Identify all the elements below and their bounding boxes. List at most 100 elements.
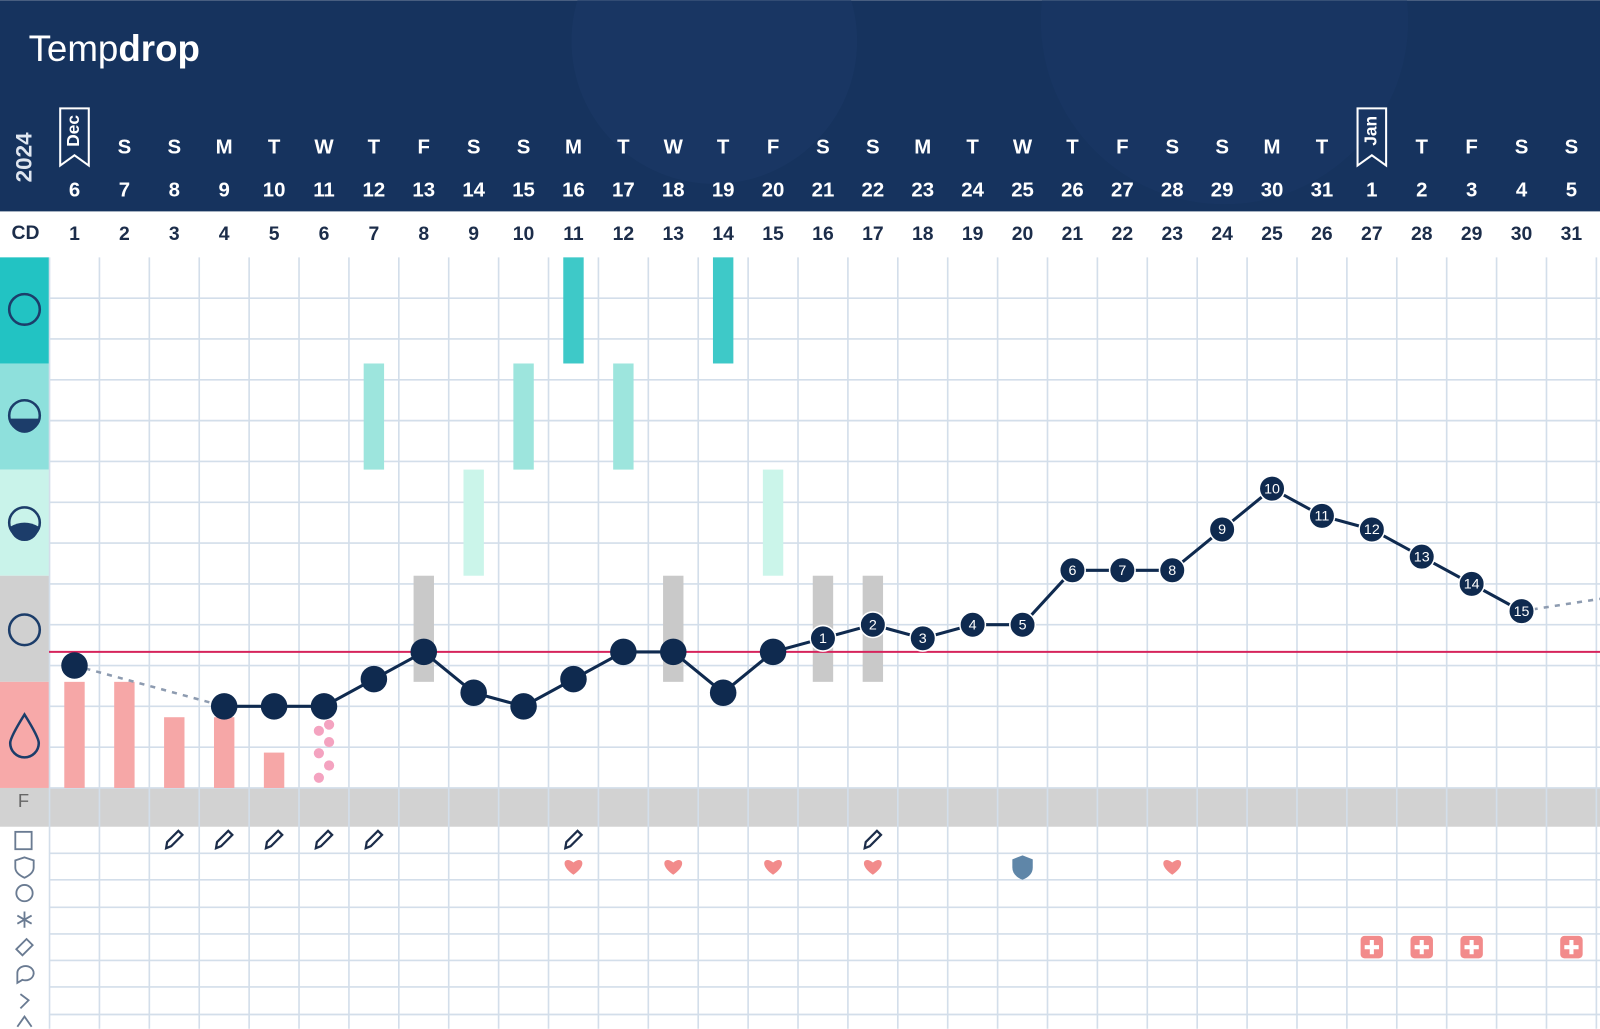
weekday-label: M (216, 137, 233, 159)
sidebar (0, 257, 49, 1028)
date-label: 10 (263, 179, 286, 201)
comment-icon (16, 965, 35, 985)
observation-bar (613, 363, 634, 470)
weekday-label: S (167, 137, 181, 159)
note-icon (314, 829, 334, 850)
date-label: 13 (412, 179, 435, 201)
temperature-point (1408, 543, 1436, 571)
temperature-point (460, 679, 487, 706)
weekday-label: F (418, 137, 430, 159)
temperature-point (1358, 515, 1386, 543)
cycle-day-label: 27 (1361, 223, 1383, 245)
date-label: 16 (562, 179, 585, 201)
temperature-point-label: 6 (1068, 563, 1076, 579)
medication-icon (1360, 935, 1384, 959)
weekday-label: T (1416, 137, 1429, 159)
fertile-band (0, 787, 1600, 827)
date-label: 22 (862, 179, 885, 201)
temperature-point (560, 665, 587, 693)
observation-bar (712, 257, 734, 364)
observation-bar (563, 257, 584, 364)
weekday-label: S (1165, 137, 1179, 159)
grid (48, 257, 1600, 1029)
temperature-point-label: 13 (1414, 549, 1430, 565)
intercourse-icon (764, 860, 782, 875)
sidebar-icon (10, 418, 39, 433)
date-label: 24 (961, 179, 984, 201)
notes-icon (14, 830, 33, 851)
cycle-day-label: 4 (219, 223, 230, 245)
note-icon (563, 829, 584, 850)
weekday-label: T (717, 137, 730, 159)
cycle-day-label: 12 (613, 223, 635, 245)
temperature-point (1308, 502, 1336, 530)
medication-icon (1560, 935, 1583, 959)
sidebar-icon (10, 522, 39, 542)
date-label: 26 (1061, 179, 1084, 201)
temperature-point (1108, 556, 1136, 584)
observation-bar (762, 469, 784, 576)
weekday-label: T (617, 137, 630, 159)
flow-bar (114, 681, 135, 788)
cycle-day-label: 28 (1411, 223, 1433, 245)
cycle-day-label: 26 (1311, 223, 1333, 245)
cycle-day-label: 15 (762, 223, 784, 245)
date-label: 3 (1466, 179, 1477, 201)
weekday-label: S (1565, 137, 1579, 159)
flow-bar (263, 752, 285, 788)
temperature-point-label: 3 (919, 631, 927, 647)
cycle-day-label: 21 (1062, 223, 1084, 245)
weekday-label: S (517, 137, 531, 159)
temperature-point (909, 624, 937, 652)
temperature-point-label: 10 (1264, 481, 1280, 497)
temperature-point (1058, 556, 1086, 584)
weekday-label: W (664, 137, 684, 159)
weekday-label: S (816, 137, 830, 159)
temperature-point (1009, 611, 1037, 639)
cycle-day-label: 31 (1561, 223, 1583, 245)
note-icon (264, 829, 284, 850)
observation-bar (413, 575, 434, 682)
date-label: 1 (1366, 179, 1377, 201)
temperature-point-label: 7 (1118, 563, 1126, 579)
temperature-point-label: 4 (969, 617, 977, 633)
header-decoration (571, 0, 858, 184)
temperature-point-label: 15 (1514, 604, 1530, 620)
temperature-point (1258, 475, 1286, 503)
month-label: Dec (63, 115, 83, 147)
month-flag (59, 107, 90, 168)
medication-icon (1460, 935, 1483, 959)
spotting-dot (313, 748, 324, 759)
temperature-point-label: 9 (1218, 522, 1226, 538)
temperature-point (61, 652, 88, 679)
intercourse-icon (1163, 860, 1182, 875)
sidebar-icon (7, 292, 42, 326)
spotting-dot (313, 725, 324, 736)
observation-bar (463, 469, 484, 576)
weekday-label: T (268, 137, 281, 159)
cycle-day-label: 24 (1211, 223, 1233, 245)
temperature-point (510, 693, 537, 720)
medication-icon (1410, 935, 1433, 959)
bottom-icons (14, 830, 35, 1028)
cycle-day-label: 9 (468, 223, 479, 245)
temperature-point (1458, 570, 1486, 598)
date-label: 31 (1311, 179, 1334, 201)
sidebar-block (0, 363, 49, 470)
date-label: 28 (1161, 179, 1184, 201)
weekday-label: S (467, 137, 481, 159)
observation-bar (513, 363, 534, 470)
weekday-label: F (1116, 137, 1128, 159)
temperature-point (360, 665, 388, 693)
date-label: 23 (911, 179, 934, 201)
date-label: 7 (119, 179, 130, 201)
date-label: 21 (812, 179, 835, 201)
cycle-day-label: 25 (1261, 223, 1283, 245)
temperature-point (1158, 556, 1186, 584)
date-label: 15 (512, 179, 535, 201)
sidebar-block (0, 575, 49, 682)
date-label: 30 (1261, 179, 1284, 201)
spotting-dot (323, 719, 335, 730)
cycle-day-label: 3 (169, 223, 180, 245)
